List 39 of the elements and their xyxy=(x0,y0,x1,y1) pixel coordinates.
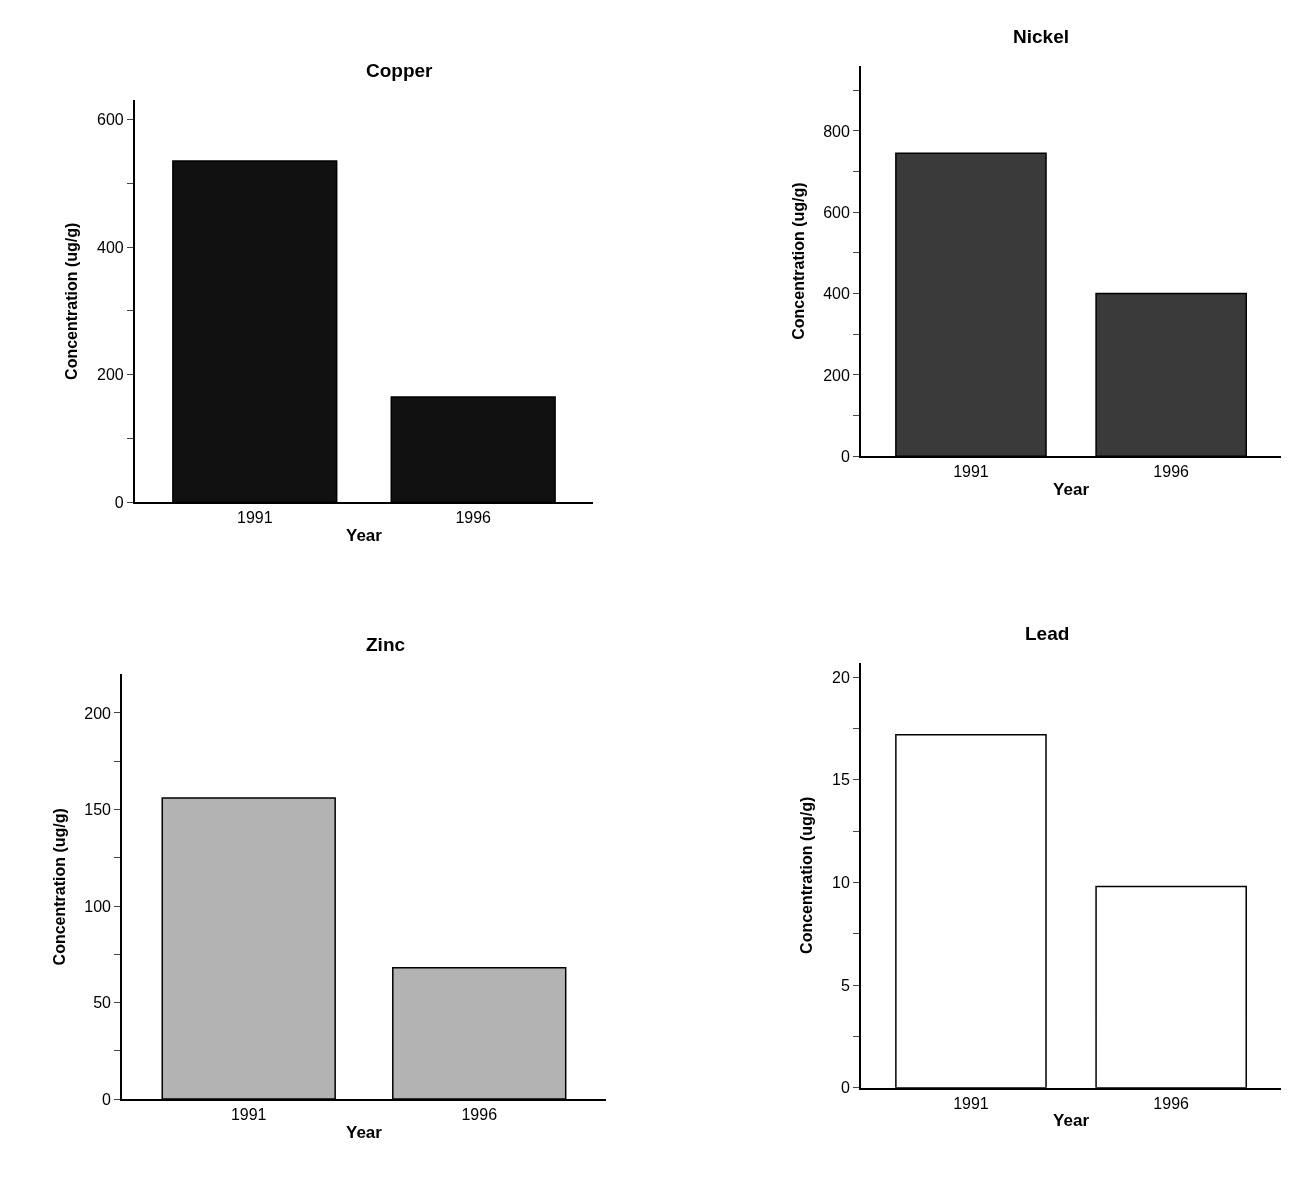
x-tick-label: 1991 xyxy=(953,463,989,481)
y-tick-label: 50 xyxy=(93,994,112,1012)
y-tick-label: 800 xyxy=(823,122,850,140)
y-tick-label: 400 xyxy=(97,238,124,256)
y-tick-label: 15 xyxy=(832,771,850,789)
x-tick-label: 1996 xyxy=(1153,1094,1190,1112)
y-tick-label: 0 xyxy=(102,1090,112,1108)
x-tick-label: 1996 xyxy=(455,509,492,527)
y-tick-label: 200 xyxy=(84,704,112,722)
y-axis-title: Concentration (ug/g) xyxy=(789,182,807,340)
x-tick-label: 1996 xyxy=(461,1106,498,1124)
chart-title: Nickel xyxy=(1013,26,1069,47)
y-tick-label: 20 xyxy=(832,668,850,686)
y-axis-title: Concentration (ug/g) xyxy=(798,796,816,954)
x-axis-title: Year xyxy=(346,1122,383,1142)
y-tick-label: 600 xyxy=(823,203,850,221)
x-tick-label: 1991 xyxy=(236,509,273,527)
y-tick-label: 0 xyxy=(114,493,124,511)
y-tick-label: 400 xyxy=(823,285,850,303)
y-tick-label: 200 xyxy=(823,366,850,384)
y-axis-title: Concentration (ug/g) xyxy=(50,808,68,966)
y-tick-label: 10 xyxy=(832,874,850,892)
y-tick-label: 200 xyxy=(97,366,124,384)
y-tick-label: 0 xyxy=(840,1079,850,1097)
y-tick-label: 100 xyxy=(84,897,112,915)
x-tick-label: 1991 xyxy=(953,1094,989,1112)
x-axis-title: Year xyxy=(346,526,383,546)
y-tick-label: 0 xyxy=(840,447,850,465)
y-tick-label: 600 xyxy=(97,111,124,129)
chart-title: Copper xyxy=(366,60,434,81)
chart-title: Zinc xyxy=(366,634,406,655)
x-axis-title: Year xyxy=(1053,1111,1090,1131)
y-tick-label: 150 xyxy=(84,801,112,819)
x-axis-title: Year xyxy=(1053,480,1090,500)
y-tick-label: 5 xyxy=(840,976,850,994)
x-tick-label: 1996 xyxy=(1153,463,1190,481)
y-axis-title: Concentration (ug/g) xyxy=(63,222,81,380)
x-tick-label: 1991 xyxy=(230,1106,267,1124)
chart-title: Lead xyxy=(1025,623,1070,644)
